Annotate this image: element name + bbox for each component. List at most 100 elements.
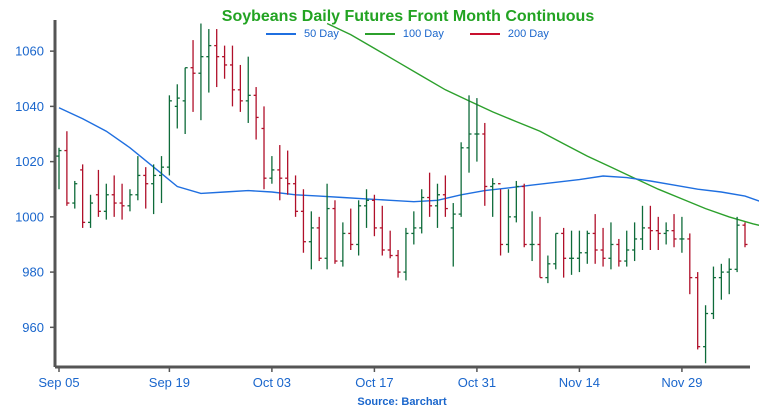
- ohlc-bar: [371, 194, 377, 237]
- ohlc-bar: [300, 189, 306, 253]
- ohlc-bar: [434, 183, 440, 228]
- legend-line-100-day: [364, 33, 395, 35]
- ohlc-bar: [537, 216, 543, 279]
- ohlc-bar: [143, 167, 149, 209]
- ohlc-bar: [734, 216, 740, 273]
- ohlc-bar: [624, 230, 630, 267]
- x-tick-label: Nov 14: [559, 375, 600, 390]
- x-tick-label: Oct 17: [355, 375, 393, 390]
- ohlc-bar: [639, 205, 645, 250]
- ohlc-bar: [553, 232, 559, 270]
- ohlc-bar: [726, 258, 732, 295]
- ohlc-bar: [269, 156, 275, 184]
- ohlc-bar: [395, 250, 401, 278]
- ma-100-day-line: [326, 22, 759, 226]
- ohlc-bar: [88, 194, 94, 228]
- ohlc-bar: [127, 189, 133, 212]
- ohlc-bar: [348, 208, 354, 250]
- x-tick-label: Oct 03: [253, 375, 291, 390]
- ohlc-bar: [166, 95, 172, 176]
- ohlc-bar: [285, 150, 291, 195]
- ohlc-bar: [695, 272, 701, 350]
- ohlc-bar: [64, 131, 70, 206]
- legend-label-200-day: 200 Day: [507, 28, 549, 40]
- legend-line-50-day: [266, 33, 296, 35]
- ohlc-bar: [671, 214, 677, 248]
- ohlc-bar: [466, 95, 472, 173]
- ohlc-bar: [379, 205, 385, 256]
- ohlc-bar: [214, 29, 220, 88]
- ohlc-bar: [316, 216, 322, 262]
- ohlc-bar: [616, 238, 622, 267]
- ohlc-bar: [687, 233, 693, 295]
- ohlc-bar: [608, 222, 614, 270]
- ohlc-bar: [111, 175, 117, 217]
- legend-label-100-day: 100 Day: [402, 28, 444, 40]
- x-tick-label: Sep 05: [38, 375, 79, 390]
- ohlc-bar: [450, 203, 456, 267]
- ohlc-bar: [545, 255, 551, 284]
- ohlc-bar: [718, 263, 724, 300]
- ohlc-bar: [253, 87, 259, 140]
- ohlc-bar: [663, 222, 669, 245]
- ohlc-bar: [521, 183, 527, 248]
- ohlc-bar: [505, 189, 511, 253]
- ohlc-bar: [569, 230, 575, 275]
- legend-item-50-day: 50 Day: [266, 28, 339, 40]
- ohlc-bar: [356, 200, 362, 256]
- ohlc-bar: [387, 230, 393, 259]
- ohlc-bar: [332, 200, 338, 264]
- ohlc-bar: [95, 169, 101, 217]
- ohlc-bar: [237, 64, 243, 112]
- ohlc-bar: [119, 183, 125, 220]
- ohlc-bar: [458, 142, 464, 217]
- ohlc-bar: [600, 227, 606, 267]
- ohlc-bar: [159, 156, 165, 204]
- ohlc-bar: [742, 222, 748, 248]
- legend-item-100-day: 100 Day: [364, 28, 444, 40]
- ohlc-bar: [222, 45, 228, 79]
- ohlc-bar: [135, 156, 141, 201]
- y-tick-label: 1060: [15, 44, 44, 59]
- x-tick-label: Sep 19: [149, 375, 190, 390]
- ohlc-bar: [261, 106, 267, 190]
- ohlc-bar: [198, 23, 204, 121]
- ohlc-bar: [592, 214, 598, 264]
- ohlc-bar: [277, 145, 283, 201]
- ohlc-bar: [174, 84, 180, 129]
- x-tick-label: Nov 29: [661, 375, 702, 390]
- x-tick-label: Oct 31: [458, 375, 496, 390]
- ohlc-bar: [80, 164, 86, 228]
- ma-50-day-line: [58, 107, 759, 203]
- ohlc-bar: [293, 175, 299, 217]
- ohlc-bar: [364, 189, 370, 228]
- ohlc-bar: [419, 189, 425, 234]
- ohlc-bar: [513, 180, 519, 223]
- y-tick-label: 960: [22, 320, 44, 335]
- ohlc-bar: [72, 180, 78, 209]
- legend-item-200-day: 200 Day: [469, 28, 549, 40]
- y-tick-label: 1000: [15, 209, 44, 224]
- legend-label-50-day: 50 Day: [304, 28, 339, 40]
- ohlc-bar: [529, 211, 535, 262]
- ohlc-bar: [411, 211, 417, 245]
- ohlc-bar: [655, 216, 661, 250]
- y-tick-label: 1040: [15, 99, 44, 114]
- ohlc-bar: [190, 40, 196, 112]
- ohlc-bar: [490, 178, 496, 217]
- ohlc-bar: [474, 98, 480, 162]
- ohlc-bar: [103, 183, 109, 220]
- ohlc-bar: [245, 56, 251, 123]
- ohlc-bar: [151, 164, 157, 215]
- ohlc-bar: [403, 227, 409, 281]
- ohlc-bar: [647, 205, 653, 250]
- ohlc-bar: [324, 183, 330, 270]
- y-tick-label: 980: [22, 265, 44, 280]
- ohlc-bar: [482, 122, 488, 206]
- ohlc-bar: [710, 266, 716, 320]
- y-tick-label: 1020: [15, 154, 44, 169]
- ohlc-bar: [442, 175, 448, 217]
- ohlc-bar: [229, 45, 235, 107]
